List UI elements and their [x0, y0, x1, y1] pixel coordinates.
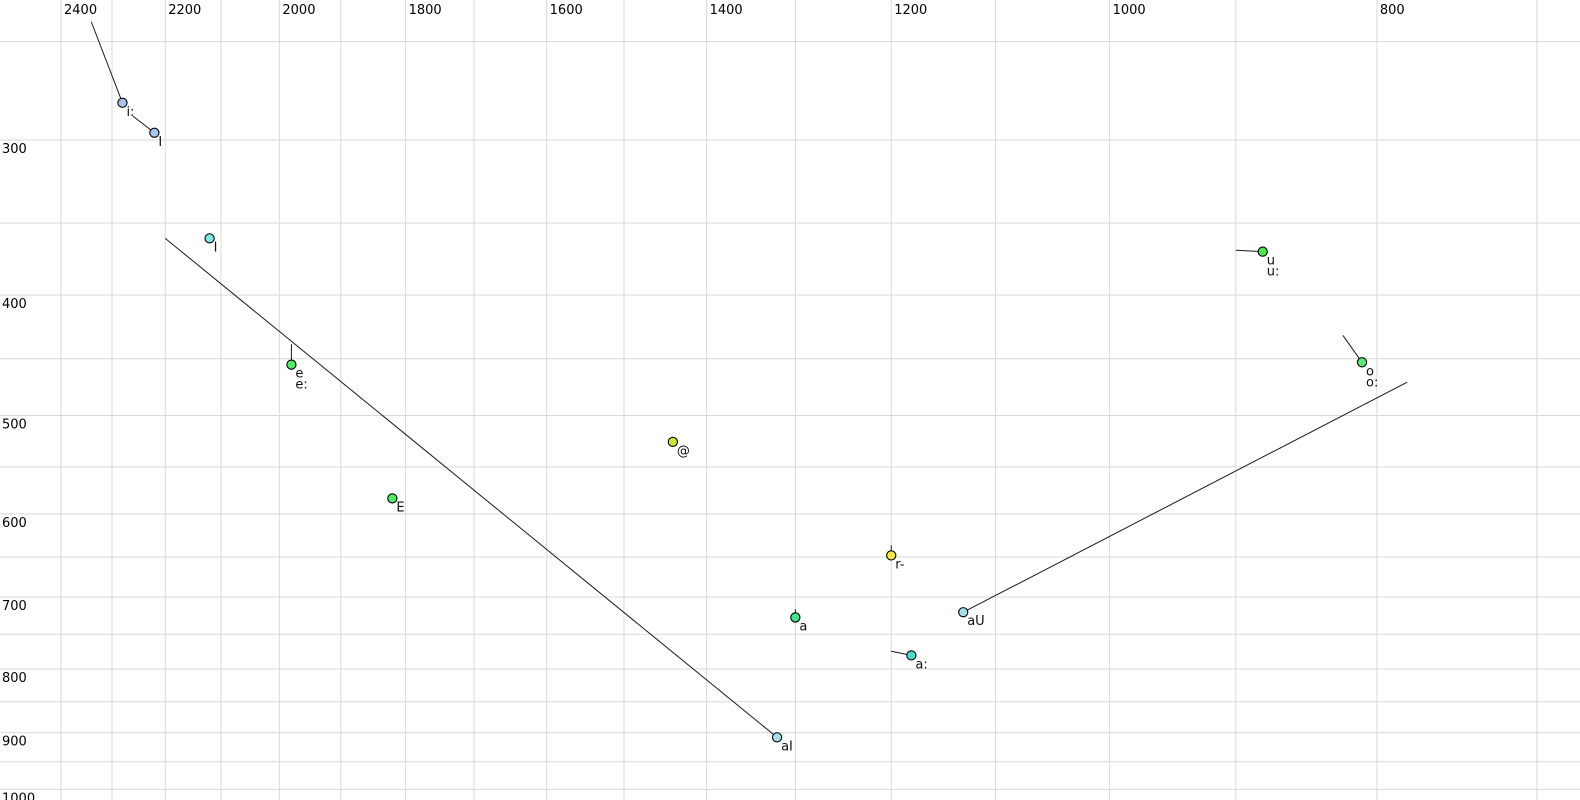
vowel-label: o:: [1366, 375, 1378, 390]
vowel-label: a: [799, 619, 807, 634]
vowel-trajectory-line: [963, 381, 1408, 613]
vowel-label: @: [677, 444, 690, 459]
vowel-label: e: [295, 367, 303, 382]
y-axis-tick-label: 600: [2, 516, 27, 531]
vowel-label: i:: [126, 105, 134, 120]
vowel-label: I: [214, 240, 218, 255]
vowel-marker: [886, 550, 897, 561]
vowel-label: a:: [915, 657, 927, 672]
y-axis-tick-label: 1000: [2, 791, 35, 800]
vowel-label: e:: [295, 378, 307, 393]
vowel-trajectory-line: [90, 21, 123, 103]
vowel-marker: [149, 127, 160, 138]
vowel-marker: [387, 493, 398, 504]
vowel-trajectory-line: [1342, 335, 1363, 363]
y-axis-tick-label: 300: [2, 142, 27, 157]
x-axis-tick-label: 800: [1380, 3, 1405, 18]
vowel-marker: [667, 436, 679, 448]
x-axis-tick-label: 1400: [710, 3, 743, 18]
vowel-marker: [286, 359, 297, 370]
x-axis-tick-label: 2200: [168, 3, 201, 18]
x-axis-tick-label: 1200: [894, 3, 927, 18]
vowel-label: aI: [781, 739, 793, 754]
vowel-trajectory-line: [164, 237, 778, 738]
vowel-label: aU: [967, 614, 984, 629]
vowel-label: r-: [895, 557, 905, 572]
x-axis-tick-label: 2000: [282, 3, 315, 18]
x-axis-tick-label: 1800: [409, 3, 442, 18]
vowel-label: E: [396, 500, 404, 515]
vowel-marker: [771, 732, 783, 743]
vowel-marker: [1356, 357, 1368, 368]
vowel-label: u: [1267, 254, 1275, 269]
y-axis-tick-label: 400: [2, 297, 27, 312]
vowel-marker: [117, 97, 128, 108]
x-axis-tick-label: 1600: [550, 3, 583, 18]
vowel-label: o: [1366, 364, 1374, 379]
vowel-label: u:: [1267, 265, 1280, 280]
y-axis-tick-label: 900: [2, 735, 27, 750]
vowel-marker: [906, 650, 917, 661]
vowel-label: I: [158, 135, 162, 150]
y-axis-tick-label: 700: [2, 599, 27, 614]
x-axis-tick-label: 1000: [1113, 3, 1146, 18]
vowel-marker: [790, 612, 801, 623]
vowel-marker: [1257, 246, 1268, 257]
vowel-marker: [204, 233, 215, 244]
y-axis-tick-label: 800: [2, 671, 27, 686]
vowel-marker: [958, 607, 969, 618]
y-axis-tick-label: 500: [2, 418, 27, 433]
x-axis-tick-label: 2400: [64, 3, 97, 18]
